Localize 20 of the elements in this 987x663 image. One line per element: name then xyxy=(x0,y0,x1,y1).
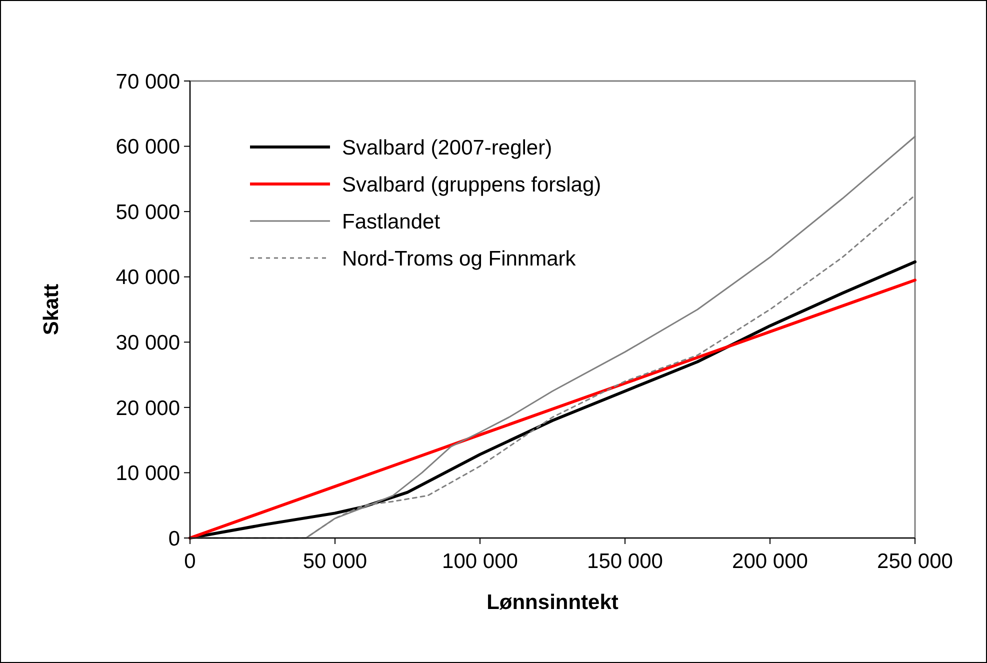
x-tick-label: 0 xyxy=(184,550,196,573)
x-tick-label: 150 000 xyxy=(587,550,663,573)
x-tick-label: 200 000 xyxy=(732,550,808,573)
legend-label: Fastlandet xyxy=(342,210,440,234)
x-tick-label: 50 000 xyxy=(302,550,368,573)
legend-label: Nord-Troms og Finnmark xyxy=(342,247,576,270)
y-tick-label: 10 000 xyxy=(116,462,180,486)
legend-label: Svalbard (2007-regler) xyxy=(342,136,552,160)
y-tick-label: 30 000 xyxy=(116,331,180,354)
y-tick-label: 70 000 xyxy=(116,70,180,94)
x-axis-title: Lønnsinntekt xyxy=(486,591,618,614)
legend-label: Svalbard (gruppens forslag) xyxy=(342,173,602,196)
y-tick-label: 20 000 xyxy=(116,396,180,420)
y-tick-label: 60 000 xyxy=(116,136,180,159)
y-tick-label: 50 000 xyxy=(116,200,180,224)
y-tick-label: 0 xyxy=(168,527,180,550)
y-tick-label: 40 000 xyxy=(116,266,180,290)
x-tick-label: 100 000 xyxy=(442,550,518,573)
y-axis-title: Skatt xyxy=(40,284,63,336)
x-tick-label: 250 000 xyxy=(877,550,953,573)
